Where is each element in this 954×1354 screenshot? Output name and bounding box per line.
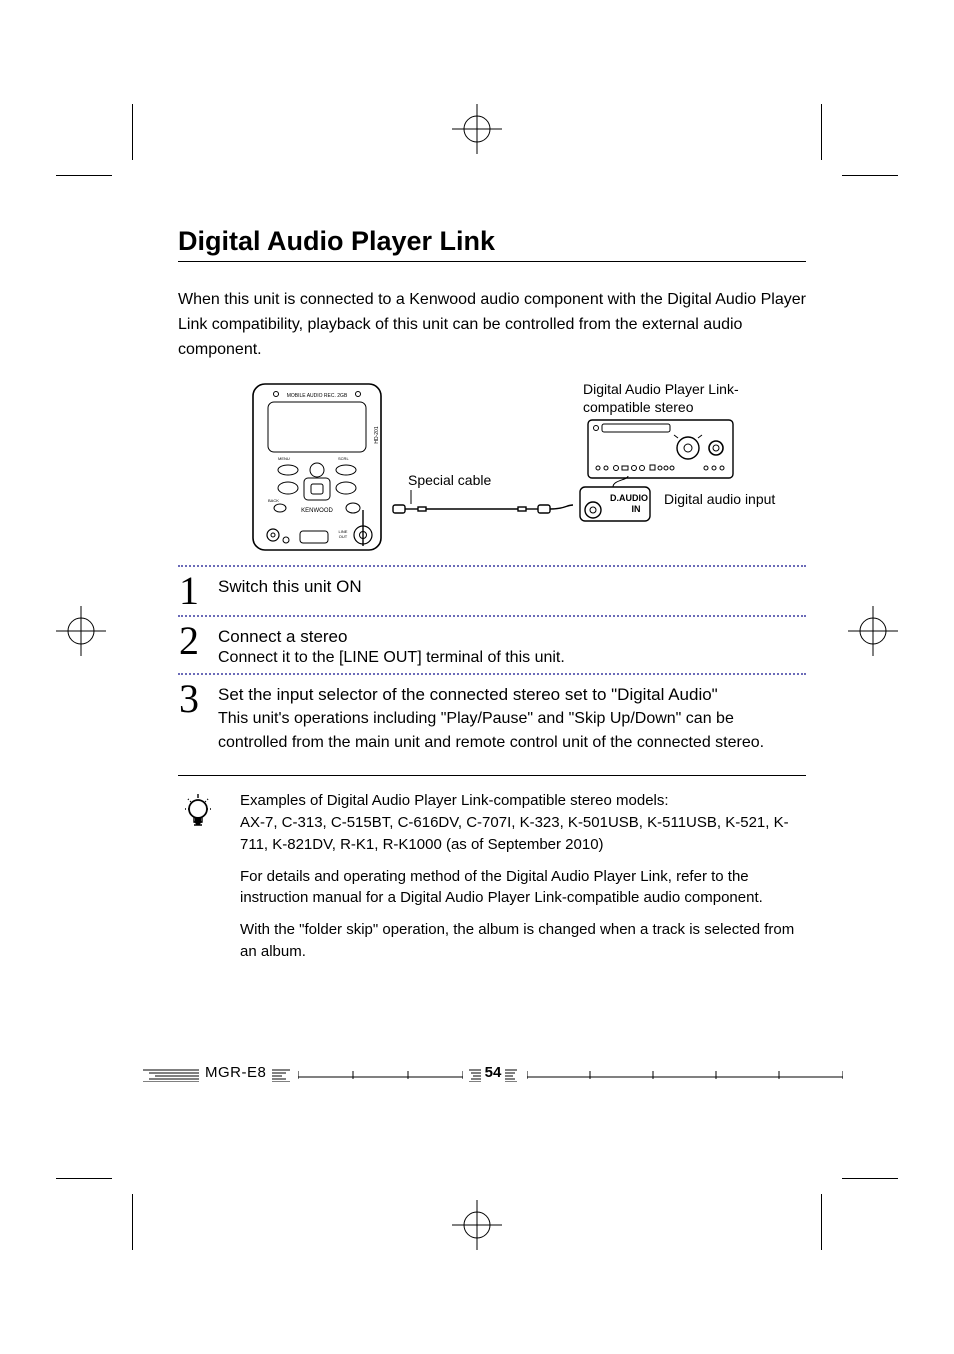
registration-mark-left	[56, 606, 106, 656]
tip-text: With the "folder skip" operation, the al…	[240, 919, 806, 963]
stereo-caption-line2: compatible stereo	[583, 399, 694, 415]
connection-diagram: MOBILE AUDIO REC. 2GB HD-201 MENU SCRL B…	[218, 380, 806, 555]
tip-text: Examples of Digital Audio Player Link-co…	[240, 790, 806, 855]
step-number: 3	[178, 681, 200, 755]
svg-text:BACK: BACK	[268, 498, 279, 503]
footer-scale-left-icon	[298, 1071, 463, 1079]
step-detail: Connect it to the [LINE OUT] terminal of…	[218, 649, 806, 667]
dotted-rule	[178, 565, 806, 567]
lightbulb-icon	[178, 790, 218, 972]
dotted-rule	[178, 615, 806, 617]
footer-page-number: 54	[485, 1064, 502, 1081]
special-cable-icon	[363, 505, 573, 546]
footer-model: MGR-E8	[205, 1064, 266, 1081]
stereo-caption-line1: Digital Audio Player Link-	[583, 381, 739, 397]
step-number: 1	[178, 573, 200, 609]
footer-bars-mid3-icon	[503, 1068, 517, 1082]
step-lead: Set the input selector of the connected …	[218, 685, 806, 705]
tip-block: Examples of Digital Audio Player Link-co…	[178, 790, 806, 972]
registration-mark-top	[452, 104, 502, 154]
svg-text:OUT: OUT	[339, 534, 348, 539]
intro-paragraph: When this unit is connected to a Kenwood…	[178, 288, 806, 362]
step-lead: Connect a stereo	[218, 627, 806, 647]
kenwood-label: KENWOOD	[301, 508, 333, 514]
footer-bars-left-icon	[143, 1068, 199, 1082]
svg-text:D.AUDIO: D.AUDIO	[610, 493, 648, 503]
recorder-device-icon: MOBILE AUDIO REC. 2GB HD-201 MENU SCRL B…	[253, 384, 381, 550]
svg-text:MENU: MENU	[278, 456, 290, 461]
step-lead: Switch this unit ON	[218, 577, 806, 597]
step-number: 2	[178, 623, 200, 667]
step-detail: This unit's operations including "Play/P…	[218, 707, 806, 755]
footer-scale-right-icon	[527, 1071, 843, 1079]
daudio-in-detail: D.AUDIO IN	[580, 476, 650, 521]
step-1: 1 Switch this unit ON	[178, 573, 806, 609]
step-2: 2 Connect a stereo Connect it to the [LI…	[178, 623, 806, 667]
step-3: 3 Set the input selector of the connecte…	[178, 681, 806, 755]
page-footer: MGR-E8 54	[143, 1064, 843, 1088]
tip-text: For details and operating method of the …	[240, 866, 806, 910]
dotted-rule	[178, 673, 806, 675]
footer-bars-mid2-icon	[469, 1068, 483, 1082]
special-cable-label: Special cable	[408, 472, 491, 488]
svg-text:IN: IN	[632, 504, 641, 514]
stereo-device-icon	[588, 420, 733, 478]
svg-text:SCRL: SCRL	[338, 456, 349, 461]
registration-mark-right	[848, 606, 898, 656]
page-title: Digital Audio Player Link	[178, 226, 806, 262]
registration-mark-bottom	[452, 1200, 502, 1250]
footer-bars-mid1-icon	[272, 1068, 290, 1082]
svg-text:MOBILE AUDIO REC. 2GB: MOBILE AUDIO REC. 2GB	[287, 393, 348, 399]
divider	[178, 775, 806, 776]
svg-text:HD-201: HD-201	[374, 427, 380, 444]
page-content: Digital Audio Player Link When this unit…	[178, 226, 806, 973]
digital-audio-input-label: Digital audio input	[664, 491, 775, 507]
